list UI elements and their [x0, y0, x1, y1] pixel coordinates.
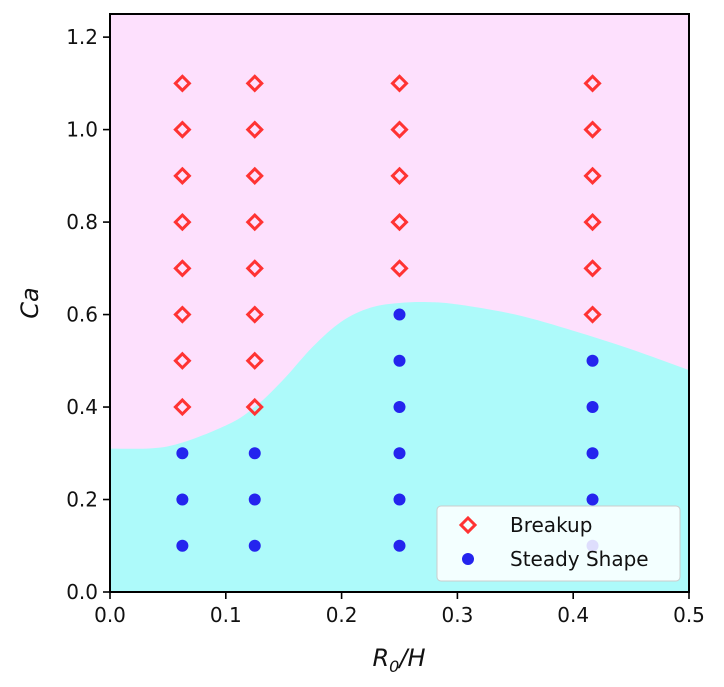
- y-axis-label: Ca: [16, 287, 44, 318]
- breakup-point: [583, 212, 602, 232]
- breakup-point: [245, 120, 264, 139]
- breakup-point: [245, 305, 264, 324]
- y-axis-ticks: 0.0 0.2 0.4 0.6 0.8 1.0 1.2: [66, 25, 110, 604]
- x-tick-label: 0.4: [557, 603, 589, 627]
- steady-shape-point: [586, 447, 599, 460]
- x-tick-label: 0.2: [326, 603, 358, 627]
- series-breakup: [173, 74, 602, 417]
- y-tick-label: 0.2: [66, 488, 98, 512]
- breakup-point: [173, 120, 192, 139]
- breakup-point: [390, 74, 409, 93]
- steady-shape-point: [586, 493, 599, 506]
- steady-shape-point: [586, 354, 599, 367]
- steady-shape-point: [393, 493, 406, 506]
- y-tick-label: 1.2: [66, 25, 98, 49]
- breakup-point: [245, 212, 264, 232]
- x-axis-label: R0/H: [372, 644, 425, 676]
- breakup-point: [583, 305, 602, 324]
- steady-shape-point: [176, 539, 189, 552]
- breakup-point: [173, 212, 192, 232]
- breakup-point: [583, 166, 602, 185]
- breakup-point: [173, 305, 192, 324]
- breakup-point: [173, 166, 192, 185]
- breakup-point: [245, 397, 264, 417]
- series-steady-shape: [176, 308, 599, 552]
- x-tick-label: 0.1: [210, 603, 242, 627]
- x-tick-label: 0.3: [441, 603, 473, 627]
- y-tick-label: 0.4: [66, 395, 98, 419]
- breakup-point: [390, 166, 409, 185]
- breakup-point: [173, 74, 192, 93]
- steady-shape-point: [393, 539, 406, 552]
- breakup-point: [245, 74, 264, 93]
- breakup-point: [583, 120, 602, 139]
- markers-layer: [173, 74, 602, 552]
- breakup-point: [173, 259, 192, 278]
- steady-shape-point: [393, 354, 406, 367]
- legend: Breakup Steady Shape: [436, 505, 681, 582]
- legend-marker: [458, 515, 478, 535]
- steady-shape-point: [393, 447, 406, 460]
- breakup-point: [173, 397, 192, 417]
- x-tick-label: 0.5: [673, 603, 705, 627]
- steady-shape-point: [176, 447, 189, 460]
- steady-shape-point: [248, 493, 261, 506]
- y-tick-label: 1.0: [66, 118, 98, 142]
- y-tick-label: 0.8: [66, 210, 98, 234]
- legend-marker: [462, 553, 474, 565]
- steady-shape-point: [176, 493, 189, 506]
- steady-shape-point: [393, 401, 406, 414]
- steady-shape-point: [248, 447, 261, 460]
- y-tick-label: 0.0: [66, 580, 98, 604]
- steady-shape-point: [248, 539, 261, 552]
- breakup-point: [390, 212, 409, 232]
- x-axis-ticks: 0.0 0.1 0.2 0.3 0.4 0.5: [94, 592, 705, 627]
- breakup-point: [583, 259, 602, 278]
- breakup-point: [245, 166, 264, 185]
- breakup-point: [245, 259, 264, 278]
- steady-shape-point: [393, 308, 406, 321]
- breakup-point: [173, 351, 192, 370]
- steady-shape-point: [586, 401, 599, 414]
- breakup-point: [245, 351, 264, 370]
- legend-label: Breakup: [510, 513, 592, 537]
- y-tick-label: 0.6: [66, 303, 98, 327]
- legend-entry-steady-shape: Steady Shape: [462, 547, 649, 571]
- x-tick-label: 0.0: [94, 603, 126, 627]
- breakup-point: [583, 74, 602, 93]
- plot-frame: [109, 13, 690, 593]
- legend-label: Steady Shape: [510, 547, 649, 571]
- plot-area: [110, 14, 689, 592]
- breakup-point: [390, 120, 409, 139]
- breakup-point: [390, 259, 409, 278]
- legend-entry-breakup: Breakup: [458, 513, 592, 537]
- legend-box: [436, 505, 681, 582]
